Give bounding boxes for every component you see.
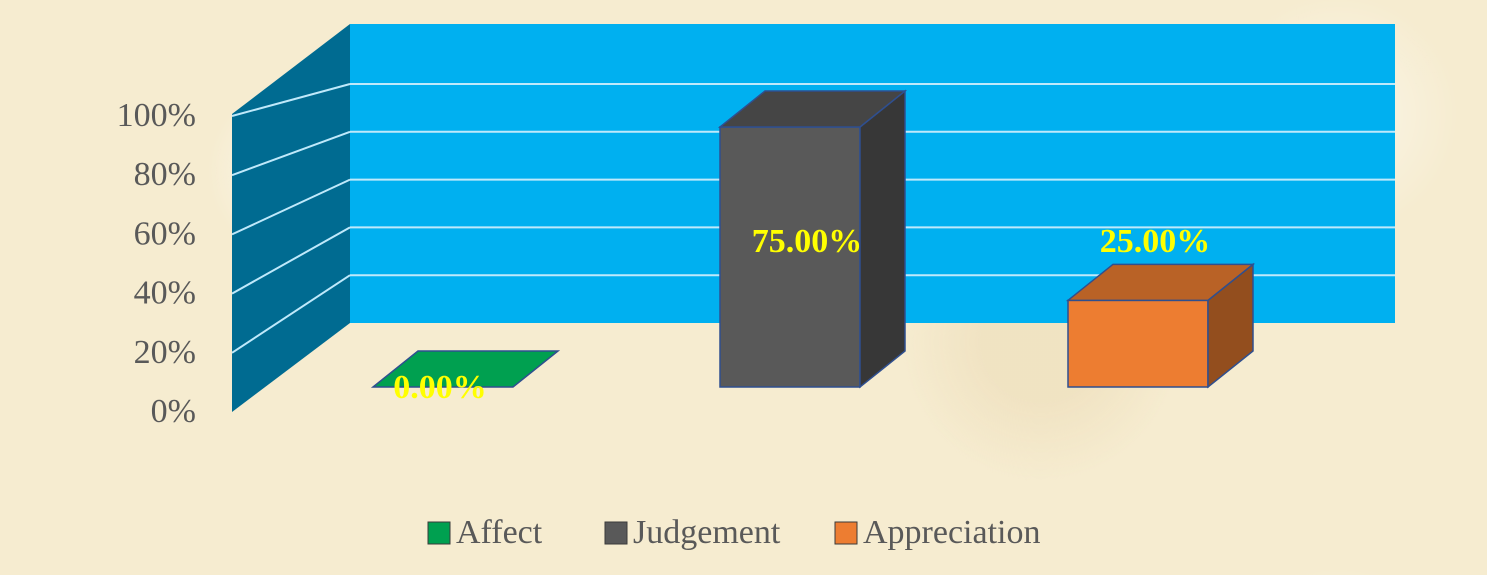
legend-swatch (604, 521, 628, 545)
bar-front (1067, 299, 1209, 388)
y-tick-label: 40% (134, 275, 196, 312)
legend-swatch (427, 521, 451, 545)
side-wall (232, 24, 350, 412)
y-tick-label: 100% (117, 97, 196, 134)
gridline-side (231, 274, 351, 354)
bar-side (859, 89, 906, 389)
bar-top (717, 90, 908, 128)
gridline-side (231, 226, 351, 295)
bar-top (370, 350, 561, 388)
gridline-side (231, 83, 351, 117)
legend-swatch (834, 521, 858, 545)
data-label: 25.00% (1100, 223, 1211, 260)
y-tick-label: 80% (134, 156, 196, 193)
gridline-side (231, 178, 351, 236)
y-tick-label: 20% (134, 334, 196, 371)
y-tick-label: 0% (151, 393, 196, 430)
legend-label: Judgement (633, 514, 781, 551)
bar-top (1065, 263, 1256, 302)
data-label: 75.00% (752, 223, 863, 260)
y-tick-label: 60% (134, 215, 196, 252)
bar-appreciation (1065, 262, 1256, 389)
gridline-side (231, 130, 351, 177)
legend-label: Affect (456, 514, 543, 551)
bar-front (719, 126, 861, 388)
legend-label: Appreciation (863, 514, 1041, 551)
bar-affect (370, 350, 561, 388)
data-label: 0.00% (393, 369, 487, 406)
bar-judgement (717, 89, 908, 389)
